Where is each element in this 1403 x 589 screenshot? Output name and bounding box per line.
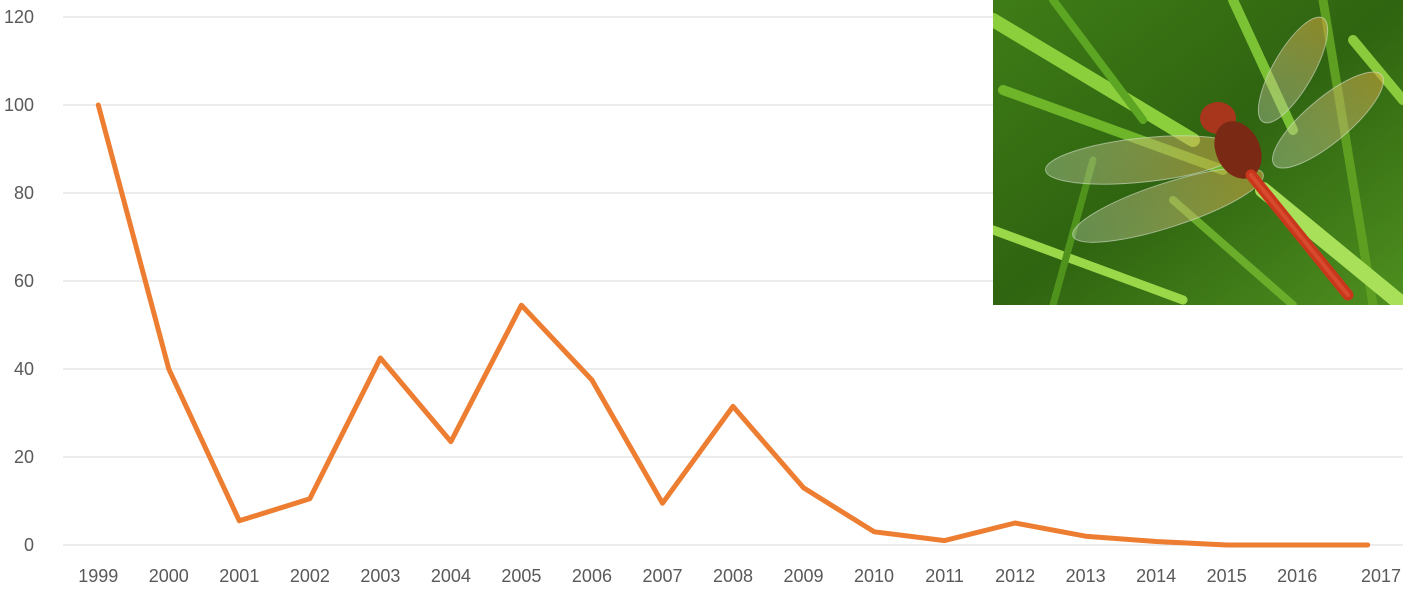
y-tick-label: 80 <box>14 183 34 203</box>
y-tick-label: 0 <box>24 535 34 555</box>
x-tick-label: 2002 <box>290 566 330 586</box>
x-tick-label: 2007 <box>642 566 682 586</box>
dragonfly-photo <box>993 0 1403 305</box>
x-tick-label: 2015 <box>1207 566 1247 586</box>
y-tick-label: 60 <box>14 271 34 291</box>
gridlines <box>63 16 1403 546</box>
x-tick-label: 2001 <box>219 566 259 586</box>
y-tick-label: 20 <box>14 447 34 467</box>
series-line <box>95 102 1371 548</box>
series-lines <box>95 102 1371 548</box>
x-tick-label: 2013 <box>1066 566 1106 586</box>
x-tick-label: 2011 <box>925 566 964 586</box>
y-tick-label: 100 <box>4 95 34 115</box>
x-tick-label: 2016 <box>1277 566 1317 586</box>
x-tick-label: 2012 <box>995 566 1035 586</box>
x-tick-label: 2004 <box>431 566 471 586</box>
x-tick-label: 2000 <box>149 566 189 586</box>
x-tick-label: 2005 <box>501 566 541 586</box>
x-tick-label: 2017 <box>1361 566 1401 586</box>
y-tick-label: 120 <box>4 7 34 27</box>
x-tick-label: 2009 <box>784 566 824 586</box>
x-tick-label: 2014 <box>1136 566 1176 586</box>
y-axis-tick-labels: 0 20 40 60 80 100 120 <box>4 7 34 555</box>
y-tick-label: 40 <box>14 359 34 379</box>
x-tick-label: 2008 <box>713 566 753 586</box>
x-axis-tick-labels: 1999 2000 2001 2002 2003 2004 2005 2006 2007 2008… <box>78 566 1401 586</box>
x-tick-label: 2006 <box>572 566 612 586</box>
x-tick-label: 2010 <box>854 566 894 586</box>
x-tick-label: 2003 <box>360 566 400 586</box>
x-tick-label: 1999 <box>78 566 118 586</box>
